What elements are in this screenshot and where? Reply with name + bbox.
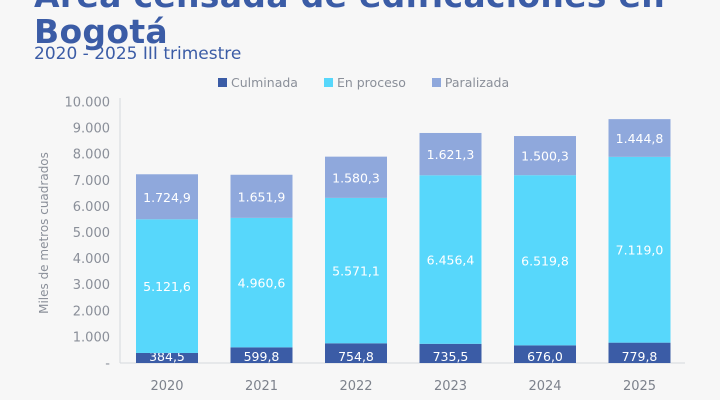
y-tick-label: 4.000 xyxy=(73,252,110,267)
data-label: 6.456,4 xyxy=(427,253,475,268)
y-tick-label: 9.000 xyxy=(73,122,110,137)
y-tick-label: 10.000 xyxy=(65,96,111,111)
y-tick-label: 3.000 xyxy=(73,278,110,293)
bar-segment-en-proceso xyxy=(230,217,293,348)
y-tick-label: - xyxy=(105,357,110,372)
data-label: 1.580,3 xyxy=(332,170,380,185)
chart-subtitle: 2020 - 2025 III trimestre xyxy=(34,44,242,64)
y-tick-label: 2.000 xyxy=(73,304,110,319)
y-axis-label: Miles de metros cuadrados xyxy=(37,152,51,314)
legend-swatch xyxy=(323,78,333,87)
bar-segment-paralizada xyxy=(419,132,482,176)
data-label: 599,8 xyxy=(244,349,280,364)
data-label: 1.724,9 xyxy=(143,190,191,205)
legend-label: En proceso xyxy=(336,75,406,90)
x-tick-label: 2023 xyxy=(434,379,467,394)
legend-item-paralizada: Paralizada xyxy=(431,75,510,90)
bar-segment-en-proceso xyxy=(325,197,387,344)
bar-segment-culminada xyxy=(230,347,293,363)
data-label: 7.119,0 xyxy=(616,243,664,258)
x-tick-label: 2024 xyxy=(528,379,561,394)
bar-segment-en-proceso xyxy=(514,175,576,346)
bar-segment-paralizada xyxy=(230,174,293,218)
data-label: 735,5 xyxy=(433,349,469,364)
data-label: 1.444,8 xyxy=(616,131,664,146)
bar-segment-paralizada xyxy=(514,136,576,176)
chart-title: Área censada de edificaciones en Bogotá xyxy=(34,0,665,51)
data-label: 1.621,3 xyxy=(427,147,475,162)
legend-item-en-proceso: En proceso xyxy=(323,75,406,90)
legend: Culminada En proceso Paralizada xyxy=(218,75,509,90)
bar-segment-culminada xyxy=(419,343,482,363)
bar-segment-paralizada xyxy=(325,156,387,198)
y-tick-label: 5.000 xyxy=(73,226,110,241)
x-tick-label: 2021 xyxy=(245,379,278,394)
legend-label: Culminada xyxy=(231,75,298,90)
bar-segment-paralizada xyxy=(136,174,198,220)
x-tick-label: 2022 xyxy=(339,379,372,394)
y-tick-label: 7.000 xyxy=(73,174,110,189)
bar-segment-culminada xyxy=(514,345,576,363)
data-label: 4.960,6 xyxy=(238,276,286,291)
legend-swatch xyxy=(431,78,441,87)
data-label: 779,8 xyxy=(622,349,658,364)
bar-segment-culminada xyxy=(608,342,671,363)
bar-segment-culminada xyxy=(136,352,198,363)
bar-segment-en-proceso xyxy=(608,156,671,343)
y-tick-label: 6.000 xyxy=(73,200,110,215)
bar-segment-en-proceso xyxy=(419,175,482,344)
data-label: 1.651,9 xyxy=(238,189,286,204)
data-label: 5.121,6 xyxy=(143,279,191,294)
legend-swatch xyxy=(218,78,227,87)
x-tick-label: 2025 xyxy=(623,379,656,394)
data-label: 1.500,3 xyxy=(521,149,569,164)
data-label: 5.571,1 xyxy=(332,264,380,279)
bar-segment-paralizada xyxy=(608,119,671,157)
y-tick-label: 8.000 xyxy=(73,148,110,163)
bar-segment-en-proceso xyxy=(136,219,198,353)
legend-item-culminada: Culminada xyxy=(218,75,298,90)
data-label: 676,0 xyxy=(527,349,563,364)
data-label: 754,8 xyxy=(338,349,374,364)
x-tick-label: 2020 xyxy=(150,379,183,394)
bar-segment-culminada xyxy=(325,343,387,363)
data-label: 6.519,8 xyxy=(521,253,569,268)
y-tick-label: 1.000 xyxy=(73,330,110,345)
legend-label: Paralizada xyxy=(444,75,510,90)
